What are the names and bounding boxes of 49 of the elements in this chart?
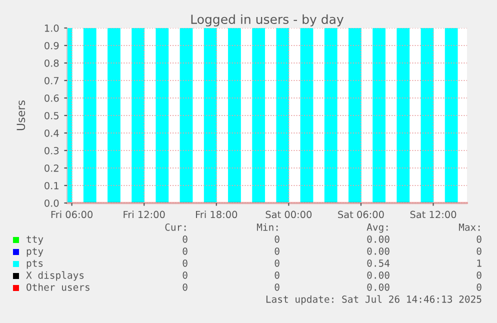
text: 0 xyxy=(274,235,280,243)
legend-label: X displays xyxy=(26,271,84,281)
text: 0.00 xyxy=(367,283,390,291)
text: 0 xyxy=(274,271,280,279)
text: Min: xyxy=(256,223,278,231)
y-axis-title: Users xyxy=(16,100,26,130)
text: 0.00 xyxy=(367,235,390,243)
y-tick-label: 0.0 xyxy=(44,199,59,207)
x-tick-label: Sat 12:00 xyxy=(410,210,456,218)
text: 0 xyxy=(182,259,188,267)
chart-title: Logged in users - by day xyxy=(191,14,344,26)
text: Last update: Sat Jul 26 14:46:13 2025 xyxy=(266,295,482,305)
y-tick-label: 0.4 xyxy=(44,129,59,137)
y-tick-label: 0.2 xyxy=(44,164,58,172)
text: 0 xyxy=(182,247,188,255)
text: 0 xyxy=(476,235,482,243)
text: 0 xyxy=(182,235,188,243)
y-tick-label: 0.7 xyxy=(44,76,59,84)
text: 0 xyxy=(274,283,280,291)
y-tick-label: 0.1 xyxy=(44,182,58,190)
text: 0 xyxy=(476,271,482,279)
legend-label: pts xyxy=(26,260,43,269)
text: 0 xyxy=(274,259,280,267)
text: 0 xyxy=(182,271,188,279)
text: Avg: xyxy=(366,224,388,233)
text: 1 xyxy=(477,260,482,267)
text: 0 xyxy=(182,283,188,291)
x-tick-label: Fri 18:00 xyxy=(196,210,238,218)
text: 0 xyxy=(274,247,280,255)
text: Max: xyxy=(458,224,480,231)
legend-label: tty xyxy=(26,236,44,245)
x-tick-label: Fri 12:00 xyxy=(124,210,165,218)
text: 0.00 xyxy=(367,271,390,279)
y-tick-label: 0.3 xyxy=(44,146,59,154)
legend-label: pty xyxy=(26,248,44,257)
text: Cur: xyxy=(165,223,186,231)
legend-label: Other users xyxy=(26,283,90,291)
text: 0.54 xyxy=(367,259,390,267)
text: 0.00 xyxy=(367,247,390,255)
y-tick-label: 0.8 xyxy=(44,59,59,67)
y-tick-label: 0.9 xyxy=(44,42,59,50)
text: 0 xyxy=(476,283,482,291)
x-tick-label: Sat 06:00 xyxy=(338,210,384,218)
x-tick-label: Sat 00:00 xyxy=(266,210,312,218)
y-tick-label: 0.6 xyxy=(44,94,59,102)
y-tick-label: 1.0 xyxy=(44,24,59,32)
x-tick-label: Fri 06:00 xyxy=(51,210,93,218)
text: 0 xyxy=(476,247,482,255)
y-tick-label: 0.5 xyxy=(44,112,59,120)
